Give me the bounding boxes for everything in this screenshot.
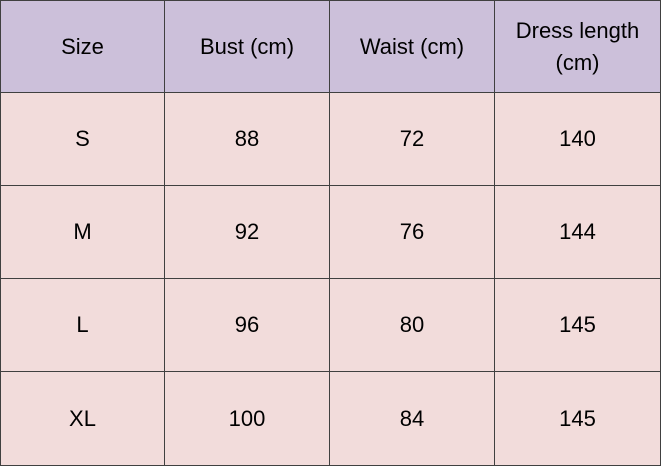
table-cell: 88	[165, 93, 330, 186]
table-cell: 80	[330, 279, 495, 372]
table-cell: 145	[495, 372, 661, 466]
table-cell: 76	[330, 186, 495, 279]
table-cell: 96	[165, 279, 330, 372]
table-cell: 144	[495, 186, 661, 279]
table-cell: 100	[165, 372, 330, 466]
header-cell: Bust (cm)	[165, 0, 330, 93]
table-cell: 84	[330, 372, 495, 466]
header-cell: Waist (cm)	[330, 0, 495, 93]
table-cell: 72	[330, 93, 495, 186]
header-cell: Size	[0, 0, 165, 93]
table-cell: L	[0, 279, 165, 372]
table-cell: S	[0, 93, 165, 186]
table-cell: 145	[495, 279, 661, 372]
table-cell: XL	[0, 372, 165, 466]
header-cell: Dress length (cm)	[495, 0, 661, 93]
table-cell: M	[0, 186, 165, 279]
table-cell: 92	[165, 186, 330, 279]
table-cell: 140	[495, 93, 661, 186]
